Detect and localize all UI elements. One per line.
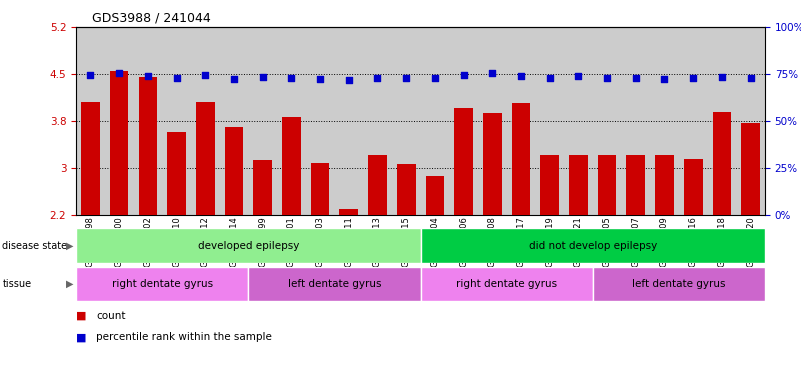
Bar [306,27,334,215]
Bar [277,27,306,215]
Bar [248,267,421,301]
Bar [76,228,421,263]
Bar [678,27,707,215]
Point [543,75,556,81]
Point [170,74,183,81]
Bar [191,27,219,215]
Point [84,72,97,78]
Bar [421,228,765,263]
Bar [162,27,191,215]
Text: right dentate gyrus: right dentate gyrus [111,279,213,289]
Bar [684,159,702,356]
Bar [454,108,473,356]
Bar [105,27,134,215]
Bar [512,103,530,356]
Text: tissue: tissue [2,279,31,289]
Bar [139,77,157,356]
Bar [736,27,765,215]
Bar [564,27,593,215]
Bar [478,27,506,215]
Point [142,73,155,79]
Point [227,76,240,82]
Point [744,74,757,81]
Bar [76,267,248,301]
Bar [421,27,449,215]
Point [658,76,671,82]
Point [457,71,470,78]
Bar [340,209,358,356]
Text: GDS3988 / 241044: GDS3988 / 241044 [92,12,211,25]
Bar [741,123,760,356]
Point [314,76,327,82]
Point [400,75,413,81]
Point [113,70,126,76]
Text: did not develop epilepsy: did not develop epilepsy [529,241,657,251]
Point [630,75,642,81]
Bar [535,27,564,215]
Bar [167,132,186,356]
Text: disease state: disease state [2,241,67,251]
Text: percentile rank within the sample: percentile rank within the sample [96,332,272,342]
Bar [655,156,674,356]
Bar [363,27,392,215]
Bar [569,156,588,356]
Bar [248,27,277,215]
Bar [421,267,593,301]
Point [486,70,499,76]
Text: left dentate gyrus: left dentate gyrus [288,279,381,289]
Point [199,71,211,78]
Bar [311,163,329,356]
Bar [541,156,559,356]
Bar [219,27,248,215]
Point [715,74,728,80]
Bar [81,102,100,356]
Bar [650,27,678,215]
Point [371,74,384,81]
Text: ▶: ▶ [66,279,74,289]
Bar [506,27,535,215]
Text: ▶: ▶ [66,241,74,251]
Bar [224,127,244,356]
Text: count: count [96,311,126,321]
Bar [392,27,421,215]
Bar [368,156,387,356]
Bar [626,156,645,356]
Bar [425,176,445,356]
Point [285,74,298,81]
Bar [598,156,617,356]
Point [601,75,614,81]
Bar [253,160,272,356]
Text: ■: ■ [76,332,87,342]
Point [342,76,355,83]
Bar [622,27,650,215]
Bar [707,27,736,215]
Text: left dentate gyrus: left dentate gyrus [632,279,726,289]
Bar [196,102,215,356]
Bar [334,27,363,215]
Bar [396,164,416,356]
Point [572,73,585,79]
Bar [282,117,300,356]
Point [514,73,527,79]
Bar [713,112,731,356]
Bar [110,71,128,356]
Bar [483,113,501,356]
Bar [134,27,162,215]
Bar [593,267,765,301]
Bar [593,27,622,215]
Text: right dentate gyrus: right dentate gyrus [456,279,557,289]
Bar [76,27,105,215]
Point [256,74,269,80]
Text: developed epilepsy: developed epilepsy [198,241,299,251]
Bar [449,27,478,215]
Point [429,75,441,81]
Text: ■: ■ [76,311,87,321]
Point [686,75,699,81]
